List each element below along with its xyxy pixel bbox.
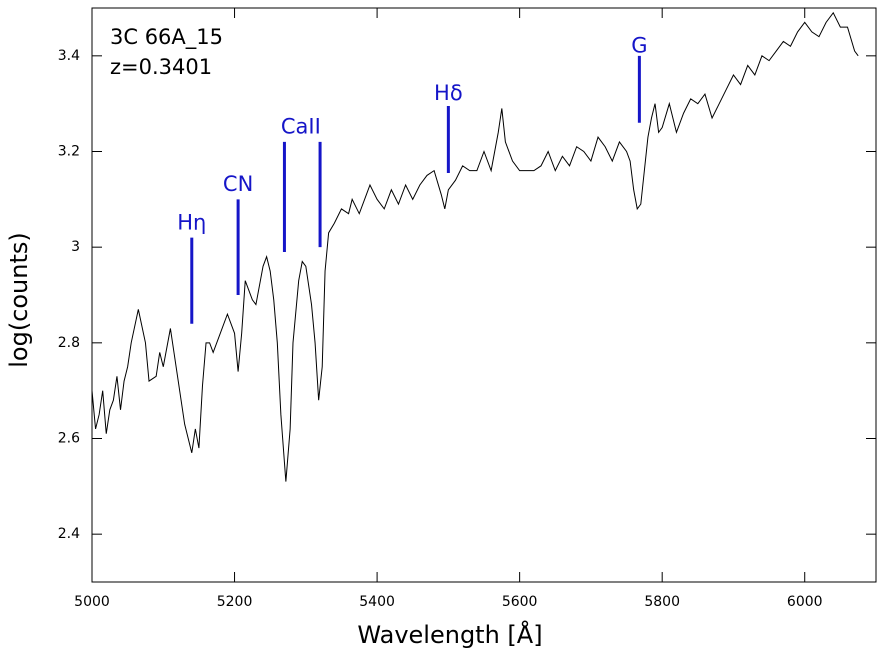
inset-redshift: z=0.3401 — [110, 55, 212, 79]
x-tick-label: 5000 — [74, 594, 110, 610]
y-tick-label: 2.8 — [58, 335, 80, 351]
x-tick-label: 6000 — [787, 594, 823, 610]
spectrum-line — [91, 11, 859, 482]
feature-label: CN — [223, 172, 253, 196]
feature-label: Hδ — [434, 81, 463, 105]
y-tick-label: 3.4 — [58, 48, 80, 64]
feature-label: Hη — [177, 210, 206, 234]
y-axis-label: log(counts) — [5, 232, 33, 368]
x-tick-label: 5200 — [217, 594, 253, 610]
x-tick-label: 5800 — [644, 594, 680, 610]
y-tick-label: 2.4 — [58, 526, 80, 542]
feature-label: CaII — [281, 115, 321, 139]
x-tick-label: 5400 — [359, 594, 395, 610]
y-tick-label: 3 — [71, 239, 80, 255]
x-axis-label: Wavelength [Å] — [357, 620, 542, 649]
plot-frame — [91, 7, 877, 583]
y-tick-label: 2.6 — [58, 431, 80, 447]
x-tick-label: 5600 — [502, 594, 538, 610]
inset-title: 3C 66A_15 — [110, 25, 223, 50]
y-tick-label: 3.2 — [58, 144, 80, 160]
feature-label: G — [631, 33, 647, 57]
